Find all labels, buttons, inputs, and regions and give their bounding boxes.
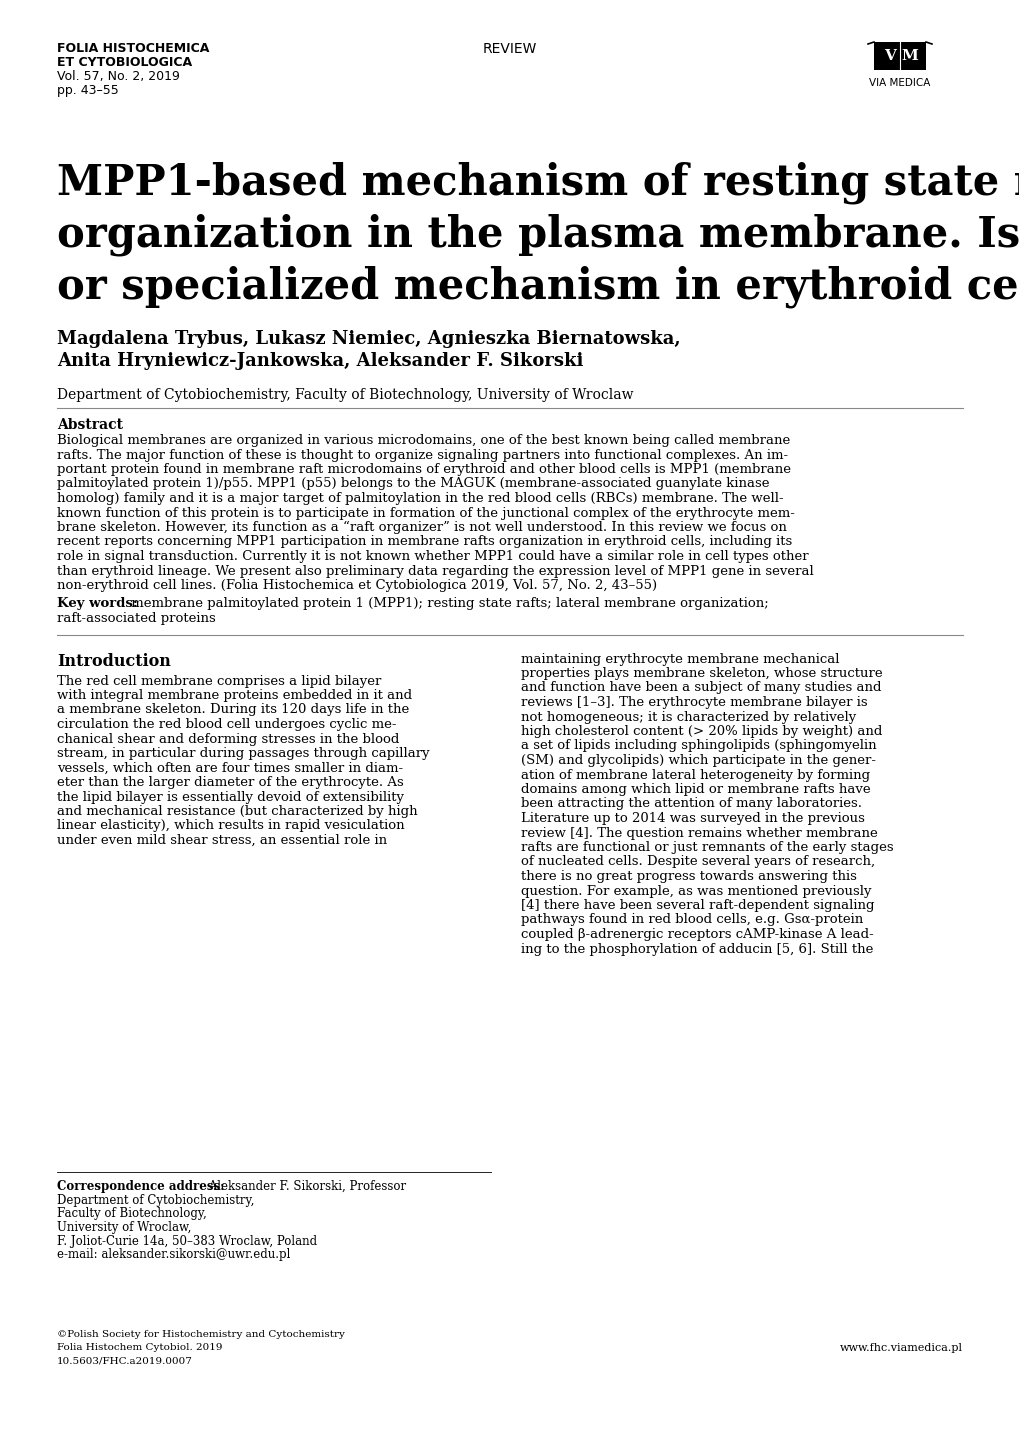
Text: been attracting the attention of many laboratories.: been attracting the attention of many la…	[521, 797, 861, 810]
Text: recent reports concerning MPP1 participation in membrane rafts organization in e: recent reports concerning MPP1 participa…	[57, 535, 792, 548]
Text: or specialized mechanism in erythroid cells?: or specialized mechanism in erythroid ce…	[57, 265, 1019, 309]
Text: Faculty of Biotechnology,: Faculty of Biotechnology,	[57, 1207, 207, 1220]
Text: rafts are functional or just remnants of the early stages: rafts are functional or just remnants of…	[521, 841, 893, 854]
Text: portant protein found in membrane raft microdomains of erythroid and other blood: portant protein found in membrane raft m…	[57, 463, 790, 476]
Text: ©Polish Society for Histochemistry and Cytochemistry: ©Polish Society for Histochemistry and C…	[57, 1330, 344, 1340]
Text: Magdalena Trybus, Lukasz Niemiec, Agnieszka Biernatowska,: Magdalena Trybus, Lukasz Niemiec, Agnies…	[57, 330, 680, 348]
Text: the lipid bilayer is essentially devoid of extensibility: the lipid bilayer is essentially devoid …	[57, 790, 404, 803]
Text: chanical shear and deforming stresses in the blood: chanical shear and deforming stresses in…	[57, 733, 399, 746]
Text: ET CYTOBIOLOGICA: ET CYTOBIOLOGICA	[57, 56, 192, 69]
Text: e-mail: aleksander.sikorski@uwr.edu.pl: e-mail: aleksander.sikorski@uwr.edu.pl	[57, 1247, 290, 1260]
Text: high cholesterol content (> 20% lipids by weight) and: high cholesterol content (> 20% lipids b…	[521, 725, 881, 738]
Text: Biological membranes are organized in various microdomains, one of the best know: Biological membranes are organized in va…	[57, 434, 790, 447]
Bar	[873, 42, 925, 71]
Text: question. For example, as was mentioned previously: question. For example, as was mentioned …	[521, 884, 870, 897]
Text: Literature up to 2014 was surveyed in the previous: Literature up to 2014 was surveyed in th…	[521, 812, 864, 825]
Text: pathways found in red blood cells, e.g. Gsα-protein: pathways found in red blood cells, e.g. …	[521, 913, 862, 927]
Text: organization in the plasma membrane. Is it a general: organization in the plasma membrane. Is …	[57, 213, 1019, 257]
Text: there is no great progress towards answering this: there is no great progress towards answe…	[521, 870, 856, 883]
Text: www.fhc.viamedica.pl: www.fhc.viamedica.pl	[840, 1343, 962, 1353]
Text: Key words:: Key words:	[57, 597, 138, 610]
Text: ing to the phosphorylation of adducin [5, 6]. Still the: ing to the phosphorylation of adducin [5…	[521, 943, 872, 956]
Text: Abstract: Abstract	[57, 418, 123, 433]
Text: Department of Cytobiochemistry,: Department of Cytobiochemistry,	[57, 1194, 254, 1207]
Text: reviews [1–3]. The erythrocyte membrane bilayer is: reviews [1–3]. The erythrocyte membrane …	[521, 696, 867, 709]
Text: review [4]. The question remains whether membrane: review [4]. The question remains whether…	[521, 826, 877, 839]
Text: non-erythroid cell lines. (Folia Histochemica et Cytobiologica 2019, Vol. 57, No: non-erythroid cell lines. (Folia Histoch…	[57, 580, 656, 593]
Text: palmitoylated protein 1)/p55. MPP1 (p55) belongs to the MAGUK (membrane-associat: palmitoylated protein 1)/p55. MPP1 (p55)…	[57, 477, 768, 490]
Text: circulation the red blood cell undergoes cyclic me-: circulation the red blood cell undergoes…	[57, 718, 396, 731]
Text: coupled β-adrenergic receptors cAMP-kinase A lead-: coupled β-adrenergic receptors cAMP-kina…	[521, 929, 873, 942]
Text: maintaining erythrocyte membrane mechanical: maintaining erythrocyte membrane mechani…	[521, 652, 839, 666]
Text: VIA MEDICA: VIA MEDICA	[868, 78, 929, 88]
Text: rafts. The major function of these is thought to organize signaling partners int: rafts. The major function of these is th…	[57, 448, 788, 461]
Text: vessels, which often are four times smaller in diam-: vessels, which often are four times smal…	[57, 761, 403, 774]
Text: Folia Histochem Cytobiol. 2019: Folia Histochem Cytobiol. 2019	[57, 1343, 222, 1353]
Text: role in signal transduction. Currently it is not known whether MPP1 could have a: role in signal transduction. Currently i…	[57, 549, 808, 562]
Text: a membrane skeleton. During its 120 days life in the: a membrane skeleton. During its 120 days…	[57, 704, 409, 717]
Text: V: V	[883, 49, 895, 63]
Text: Introduction: Introduction	[57, 652, 171, 669]
Text: (SM) and glycolipids) which participate in the gener-: (SM) and glycolipids) which participate …	[521, 754, 875, 767]
Text: eter than the larger diameter of the erythrocyte. As: eter than the larger diameter of the ery…	[57, 776, 404, 789]
Text: and mechanical resistance (but characterized by high: and mechanical resistance (but character…	[57, 805, 417, 818]
Text: University of Wroclaw,: University of Wroclaw,	[57, 1221, 192, 1234]
Text: M: M	[901, 49, 917, 63]
Text: REVIEW: REVIEW	[482, 42, 537, 56]
Text: properties plays membrane skeleton, whose structure: properties plays membrane skeleton, whos…	[521, 668, 881, 681]
Text: Department of Cytobiochemistry, Faculty of Biotechnology, University of Wroclaw: Department of Cytobiochemistry, Faculty …	[57, 388, 633, 402]
Text: with integral membrane proteins embedded in it and: with integral membrane proteins embedded…	[57, 689, 412, 702]
Text: membrane palmitoylated protein 1 (MPP1); resting state rafts; lateral membrane o: membrane palmitoylated protein 1 (MPP1);…	[127, 597, 768, 610]
Text: a set of lipids including sphingolipids (sphingomyelin: a set of lipids including sphingolipids …	[521, 740, 875, 753]
Text: homolog) family and it is a major target of palmitoylation in the red blood cell: homolog) family and it is a major target…	[57, 492, 783, 505]
Text: than erythroid lineage. We present also preliminary data regarding the expressio: than erythroid lineage. We present also …	[57, 564, 813, 577]
Text: FOLIA HISTOCHEMICA: FOLIA HISTOCHEMICA	[57, 42, 209, 55]
Text: under even mild shear stress, an essential role in: under even mild shear stress, an essenti…	[57, 833, 387, 846]
Text: ation of membrane lateral heterogeneity by forming: ation of membrane lateral heterogeneity …	[521, 769, 869, 782]
Text: [4] there have been several raft-dependent signaling: [4] there have been several raft-depende…	[521, 898, 873, 911]
Text: and function have been a subject of many studies and: and function have been a subject of many…	[521, 682, 880, 695]
Text: known function of this protein is to participate in formation of the junctional : known function of this protein is to par…	[57, 506, 794, 519]
Text: Correspondence address:: Correspondence address:	[57, 1180, 224, 1193]
Text: of nucleated cells. Despite several years of research,: of nucleated cells. Despite several year…	[521, 855, 874, 868]
Text: not homogeneous; it is characterized by relatively: not homogeneous; it is characterized by …	[521, 711, 855, 724]
Text: domains among which lipid or membrane rafts have: domains among which lipid or membrane ra…	[521, 783, 870, 796]
Text: linear elasticity), which results in rapid vesiculation: linear elasticity), which results in rap…	[57, 819, 405, 832]
Text: F. Joliot-Curie 14a, 50–383 Wroclaw, Poland: F. Joliot-Curie 14a, 50–383 Wroclaw, Pol…	[57, 1234, 317, 1247]
Text: Vol. 57, No. 2, 2019: Vol. 57, No. 2, 2019	[57, 71, 179, 84]
Text: Aleksander F. Sikorski, Professor: Aleksander F. Sikorski, Professor	[205, 1180, 406, 1193]
Text: 10.5603/FHC.a2019.0007: 10.5603/FHC.a2019.0007	[57, 1355, 193, 1366]
Text: stream, in particular during passages through capillary: stream, in particular during passages th…	[57, 747, 429, 760]
Text: The red cell membrane comprises a lipid bilayer: The red cell membrane comprises a lipid …	[57, 675, 381, 688]
Text: brane skeleton. However, its function as a “raft organizer” is not well understo: brane skeleton. However, its function as…	[57, 521, 786, 534]
Text: raft-associated proteins: raft-associated proteins	[57, 611, 216, 624]
Text: Anita Hryniewicz-Jankowska, Aleksander F. Sikorski: Anita Hryniewicz-Jankowska, Aleksander F…	[57, 352, 583, 371]
Text: pp. 43–55: pp. 43–55	[57, 84, 118, 97]
Text: MPP1-based mechanism of resting state raft: MPP1-based mechanism of resting state ra…	[57, 162, 1019, 205]
